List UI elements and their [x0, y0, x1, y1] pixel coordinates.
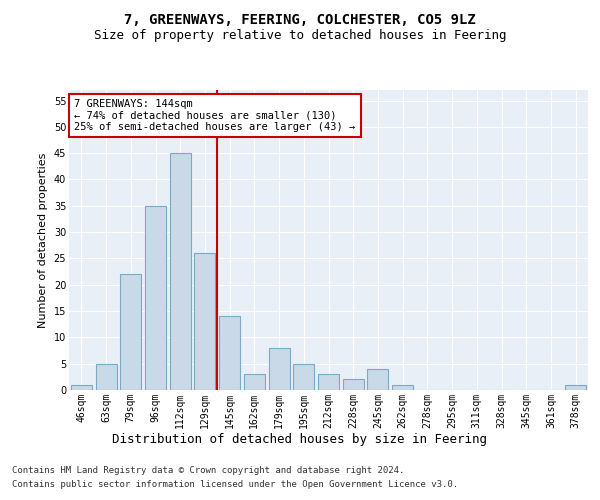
Text: Contains HM Land Registry data © Crown copyright and database right 2024.: Contains HM Land Registry data © Crown c… [12, 466, 404, 475]
Bar [269, 348, 290, 390]
Text: 7 GREENWAYS: 144sqm
← 74% of detached houses are smaller (130)
25% of semi-detac: 7 GREENWAYS: 144sqm ← 74% of detached ho… [74, 99, 355, 132]
Y-axis label: Number of detached properties: Number of detached properties [38, 152, 48, 328]
Bar [95, 364, 116, 390]
Bar [194, 253, 215, 390]
Bar [145, 206, 166, 390]
Text: Contains public sector information licensed under the Open Government Licence v3: Contains public sector information licen… [12, 480, 458, 489]
Bar [120, 274, 141, 390]
Bar [293, 364, 314, 390]
Text: Size of property relative to detached houses in Feering: Size of property relative to detached ho… [94, 29, 506, 42]
Bar [392, 384, 413, 390]
Bar [170, 153, 191, 390]
Bar [565, 384, 586, 390]
Text: Distribution of detached houses by size in Feering: Distribution of detached houses by size … [113, 432, 487, 446]
Bar [318, 374, 339, 390]
Bar [71, 384, 92, 390]
Text: 7, GREENWAYS, FEERING, COLCHESTER, CO5 9LZ: 7, GREENWAYS, FEERING, COLCHESTER, CO5 9… [124, 12, 476, 26]
Bar [343, 380, 364, 390]
Bar [219, 316, 240, 390]
Bar [244, 374, 265, 390]
Bar [367, 369, 388, 390]
